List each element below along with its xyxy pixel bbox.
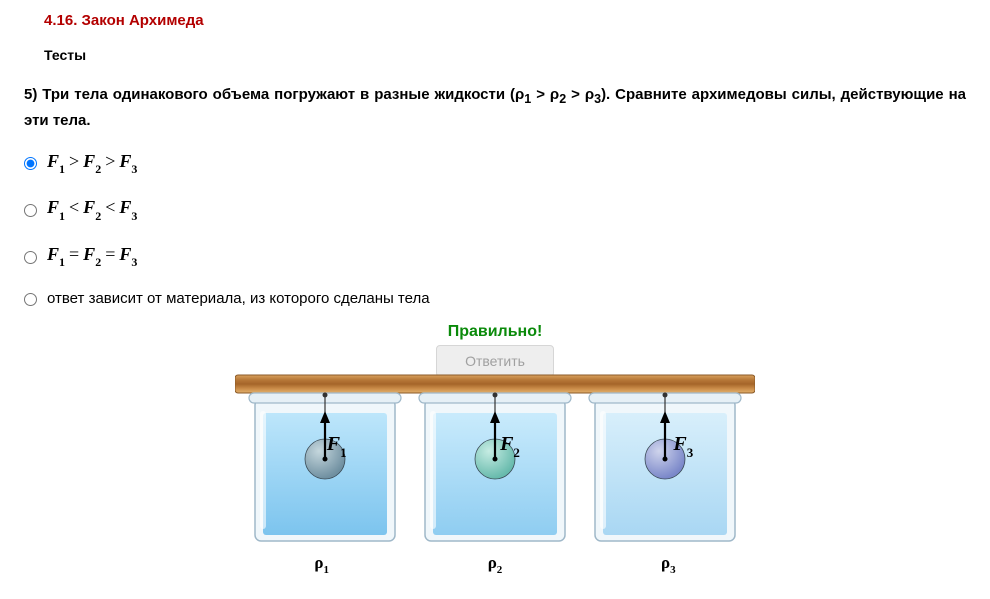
answer-math: F1>F2>F3 [47, 151, 137, 176]
force-label-3: F3 [583, 433, 753, 459]
diagram: F1F2F3 ρ1ρ2ρ3 [235, 351, 755, 551]
section-title: 4.16. Закон Архимеда [44, 12, 966, 29]
answer-list: F1>F2>F3 F1<F2<F3 F1=F2=F3 ответ зависит от… [24, 151, 966, 308]
answer-radio[interactable] [24, 204, 37, 217]
force-label-2: F2 [410, 433, 580, 459]
answer-radio[interactable] [24, 251, 37, 264]
answer-math: F1=F2=F3 [47, 244, 137, 269]
rho-label-2: ρ2 [488, 553, 503, 575]
question-text: 5) Три тела одинакового объема погружают… [24, 83, 966, 133]
answer-radio[interactable] [24, 157, 37, 170]
rho-label-3: ρ3 [661, 553, 676, 575]
answer-radio[interactable] [24, 293, 37, 306]
rho-label-1: ρ1 [314, 553, 329, 575]
feedback-correct: Правильно! [24, 323, 966, 341]
answer-math: F1<F2<F3 [47, 197, 137, 222]
answer-option-1[interactable]: F1>F2>F3 [24, 151, 966, 176]
answer-option-4[interactable]: ответ зависит от материала, из которого … [24, 290, 966, 307]
tests-label: Тесты [44, 47, 966, 63]
answer-option-3[interactable]: F1=F2=F3 [24, 244, 966, 269]
answer-text: ответ зависит от материала, из которого … [47, 290, 430, 307]
force-label-1: F1 [237, 433, 407, 459]
answer-option-2[interactable]: F1<F2<F3 [24, 197, 966, 222]
